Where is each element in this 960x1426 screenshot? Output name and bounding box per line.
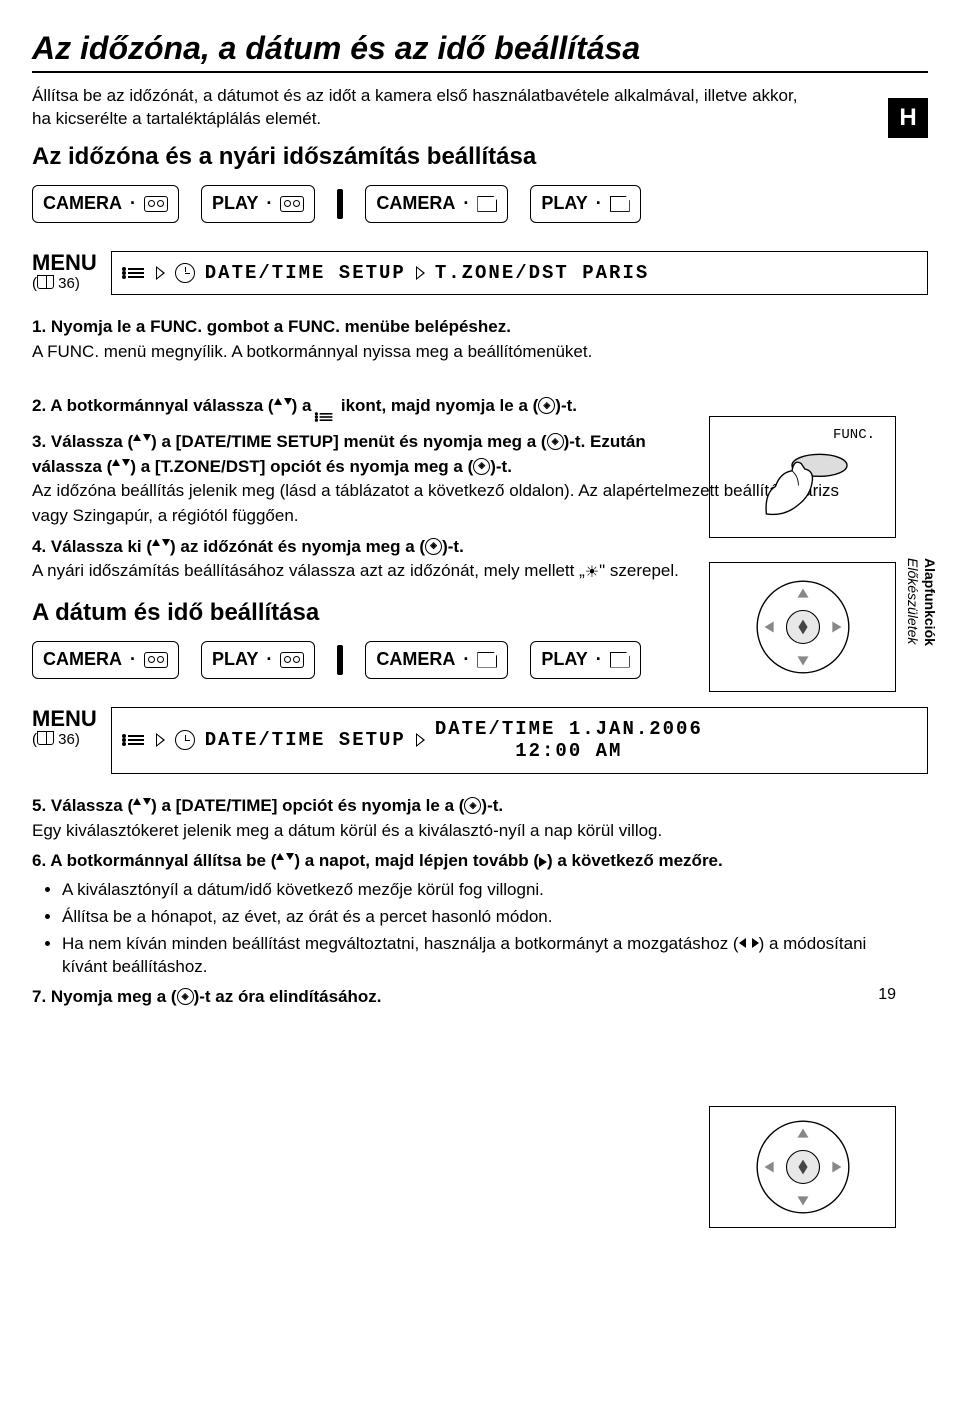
step-3: 3. Válassza () a [DATE/TIME SETUP] menüt… xyxy=(32,430,672,529)
mode-separator xyxy=(337,189,343,219)
cassette-icon xyxy=(280,652,304,668)
subtitle-timezone: Az időzóna és a nyári időszámítás beállí… xyxy=(32,143,928,171)
menu-path-box-2: DATE/TIME SETUP DATE/TIME 1.JAN.2006 12:… xyxy=(111,707,928,775)
side-tab: H xyxy=(888,98,928,138)
menu-page-ref: ( 36) xyxy=(32,275,97,292)
mode-camera-card: CAMERA · xyxy=(365,641,508,679)
title-rule xyxy=(32,71,928,73)
clock-icon xyxy=(175,730,195,750)
menu-list-icon xyxy=(126,266,146,280)
up-down-icon xyxy=(133,798,151,812)
mode-play-tape: PLAY · xyxy=(201,641,315,679)
cassette-icon xyxy=(280,196,304,212)
set-icon xyxy=(425,538,442,555)
menu-path-box-1: DATE/TIME SETUP T.ZONE/DST PARIS xyxy=(111,251,928,295)
menu-label: MENU xyxy=(32,251,97,275)
set-icon xyxy=(547,433,564,450)
step-1: 1. Nyomja le a FUNC. gombot a FUNC. menü… xyxy=(32,315,722,364)
figure-func-button: FUNC. xyxy=(709,416,896,538)
mode-camera-tape: CAMERA · xyxy=(32,185,179,223)
set-icon xyxy=(177,988,194,1005)
menu-label: MENU xyxy=(32,707,97,731)
mode-camera-card: CAMERA · xyxy=(365,185,508,223)
menu-page-ref: ( 36) xyxy=(32,731,97,748)
mode-play-tape: PLAY · xyxy=(201,185,315,223)
card-icon xyxy=(477,196,497,212)
page-title: Az időzóna, a dátum és az idő beállítása xyxy=(32,30,928,67)
arrow-right-icon xyxy=(416,266,425,280)
mode-play-card: PLAY · xyxy=(530,641,640,679)
set-icon xyxy=(538,397,555,414)
left-right-icon xyxy=(739,938,759,950)
intro-text: Állítsa be az időzónát, a dátumot és az … xyxy=(32,85,812,131)
arrow-right-icon xyxy=(156,733,165,747)
vertical-section-label: Alapfunkciók Előkészületek xyxy=(904,558,938,646)
book-icon xyxy=(37,731,54,745)
figure-dpad-1 xyxy=(709,562,896,692)
menu-list-icon xyxy=(318,412,334,423)
set-icon xyxy=(464,797,481,814)
step-2: 2. A botkormánnyal válassza () a ikont, … xyxy=(32,394,672,424)
cassette-icon xyxy=(144,652,168,668)
step-6: 6. A botkormánnyal állítsa be () a napot… xyxy=(32,849,892,979)
step-6-bullets: A kiválasztónyíl a dátum/idő következő m… xyxy=(32,878,892,979)
dpad-icon xyxy=(748,1112,858,1222)
mode-row-1: CAMERA · PLAY · CAMERA · PLAY · xyxy=(32,185,928,223)
up-down-icon xyxy=(133,434,151,448)
card-icon xyxy=(477,652,497,668)
up-down-icon xyxy=(152,539,170,553)
card-icon xyxy=(610,196,630,212)
mode-separator xyxy=(337,645,343,675)
arrow-right-icon xyxy=(416,733,425,747)
mode-play-card: PLAY · xyxy=(530,185,640,223)
menu-list-icon xyxy=(126,733,146,747)
dpad-icon xyxy=(748,572,858,682)
page-number: 19 xyxy=(878,986,896,1004)
hand-press-icon xyxy=(748,436,858,519)
card-icon xyxy=(610,652,630,668)
mode-camera-tape: CAMERA · xyxy=(32,641,179,679)
clock-icon xyxy=(175,263,195,283)
up-down-icon xyxy=(112,459,130,473)
menu-path-row-2: MENU ( 36) DATE/TIME SETUP DATE/TIME 1.J… xyxy=(32,707,928,775)
step-5: 5. Válassza () a [DATE/TIME] opciót és n… xyxy=(32,794,672,843)
book-icon xyxy=(37,275,54,289)
sun-icon: ☀ xyxy=(585,561,599,584)
arrow-right-icon xyxy=(156,266,165,280)
right-icon xyxy=(539,857,547,867)
set-icon xyxy=(473,458,490,475)
step-7: 7. Nyomja meg a ()-t az óra elindításáho… xyxy=(32,985,892,1010)
menu-path-row-1: MENU ( 36) DATE/TIME SETUP T.ZONE/DST PA… xyxy=(32,251,928,295)
cassette-icon xyxy=(144,196,168,212)
up-down-icon xyxy=(274,398,292,412)
up-down-icon xyxy=(276,853,294,867)
figure-dpad-2 xyxy=(709,1106,896,1228)
